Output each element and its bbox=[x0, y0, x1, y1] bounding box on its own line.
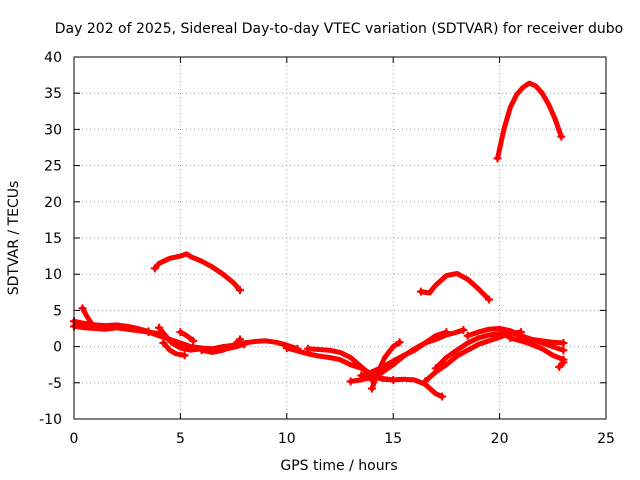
y-tick-label: 30 bbox=[44, 122, 62, 138]
series-point bbox=[367, 384, 376, 393]
series-point bbox=[346, 377, 355, 386]
series-sat-f bbox=[160, 340, 188, 358]
y-tick-label: 0 bbox=[53, 340, 62, 356]
series-point bbox=[484, 295, 493, 304]
series-point bbox=[180, 351, 189, 360]
axis-ticks: 0 5 10 15 20 25 -10 -5 0 5 10 15 20 25 30 35 40 bbox=[39, 50, 615, 447]
series-point bbox=[416, 287, 425, 296]
series-point bbox=[555, 362, 564, 371]
x-tick-label: 0 bbox=[70, 431, 79, 447]
series-sat-j bbox=[284, 345, 375, 377]
series-point bbox=[78, 304, 87, 313]
series-point bbox=[282, 344, 291, 353]
series-point bbox=[304, 344, 313, 353]
series-point bbox=[438, 392, 447, 401]
y-tick-label: 25 bbox=[44, 159, 62, 175]
series-point bbox=[240, 340, 249, 349]
y-tick-label: 35 bbox=[44, 86, 62, 102]
series-sat-g bbox=[177, 329, 196, 344]
y-axis-label: SDTVAR / TECUs bbox=[6, 181, 22, 296]
series-sat-p bbox=[422, 329, 524, 384]
series-sat-o bbox=[369, 339, 403, 392]
series-point bbox=[357, 371, 366, 380]
series-point bbox=[431, 364, 440, 373]
series-sat-l bbox=[348, 374, 445, 400]
series-point bbox=[150, 264, 159, 273]
series-sat-b bbox=[71, 318, 151, 334]
series-point bbox=[189, 336, 198, 345]
y-tick-label: 5 bbox=[53, 303, 62, 319]
x-axis-label: GPS time / hours bbox=[280, 458, 397, 474]
series-point bbox=[463, 331, 472, 340]
y-tick-label: 20 bbox=[44, 195, 62, 211]
series-sat-v bbox=[495, 80, 564, 161]
series-sat-u bbox=[418, 271, 492, 302]
x-tick-label: 20 bbox=[491, 431, 509, 447]
data-series bbox=[70, 80, 568, 401]
series-sat-h bbox=[152, 251, 243, 293]
y-tick-label: -10 bbox=[39, 412, 62, 428]
x-tick-label: 5 bbox=[176, 431, 185, 447]
series-sat-c bbox=[80, 305, 98, 330]
series-point bbox=[559, 358, 568, 367]
y-tick-label: 10 bbox=[44, 267, 62, 283]
series-point bbox=[159, 338, 168, 347]
series-point bbox=[91, 323, 100, 332]
series-sat-s bbox=[507, 335, 566, 363]
series-point bbox=[155, 323, 164, 332]
y-tick-label: -5 bbox=[48, 376, 62, 392]
series-point bbox=[459, 325, 468, 334]
x-tick-label: 25 bbox=[597, 431, 615, 447]
y-tick-label: 40 bbox=[44, 50, 62, 66]
series-point bbox=[421, 377, 430, 386]
series-sat-d bbox=[146, 329, 300, 352]
series-point bbox=[493, 154, 502, 163]
x-tick-label: 10 bbox=[278, 431, 296, 447]
series-point bbox=[235, 335, 244, 344]
series-point bbox=[197, 346, 206, 355]
series-point bbox=[235, 286, 244, 295]
series-point bbox=[557, 132, 566, 141]
grid-lines bbox=[74, 57, 606, 419]
chart-title: Day 202 of 2025, Sidereal Day-to-day VTE… bbox=[55, 21, 623, 37]
series-point bbox=[395, 338, 404, 347]
series-point bbox=[144, 328, 153, 337]
series-point bbox=[559, 338, 568, 347]
series-sat-r bbox=[465, 326, 566, 353]
series-point bbox=[559, 346, 568, 355]
series-point bbox=[176, 328, 185, 337]
series-point bbox=[506, 333, 515, 342]
series-sat-i bbox=[199, 336, 243, 355]
series-sat-n bbox=[369, 327, 466, 383]
x-tick-label: 15 bbox=[384, 431, 402, 447]
y-tick-label: 15 bbox=[44, 231, 62, 247]
